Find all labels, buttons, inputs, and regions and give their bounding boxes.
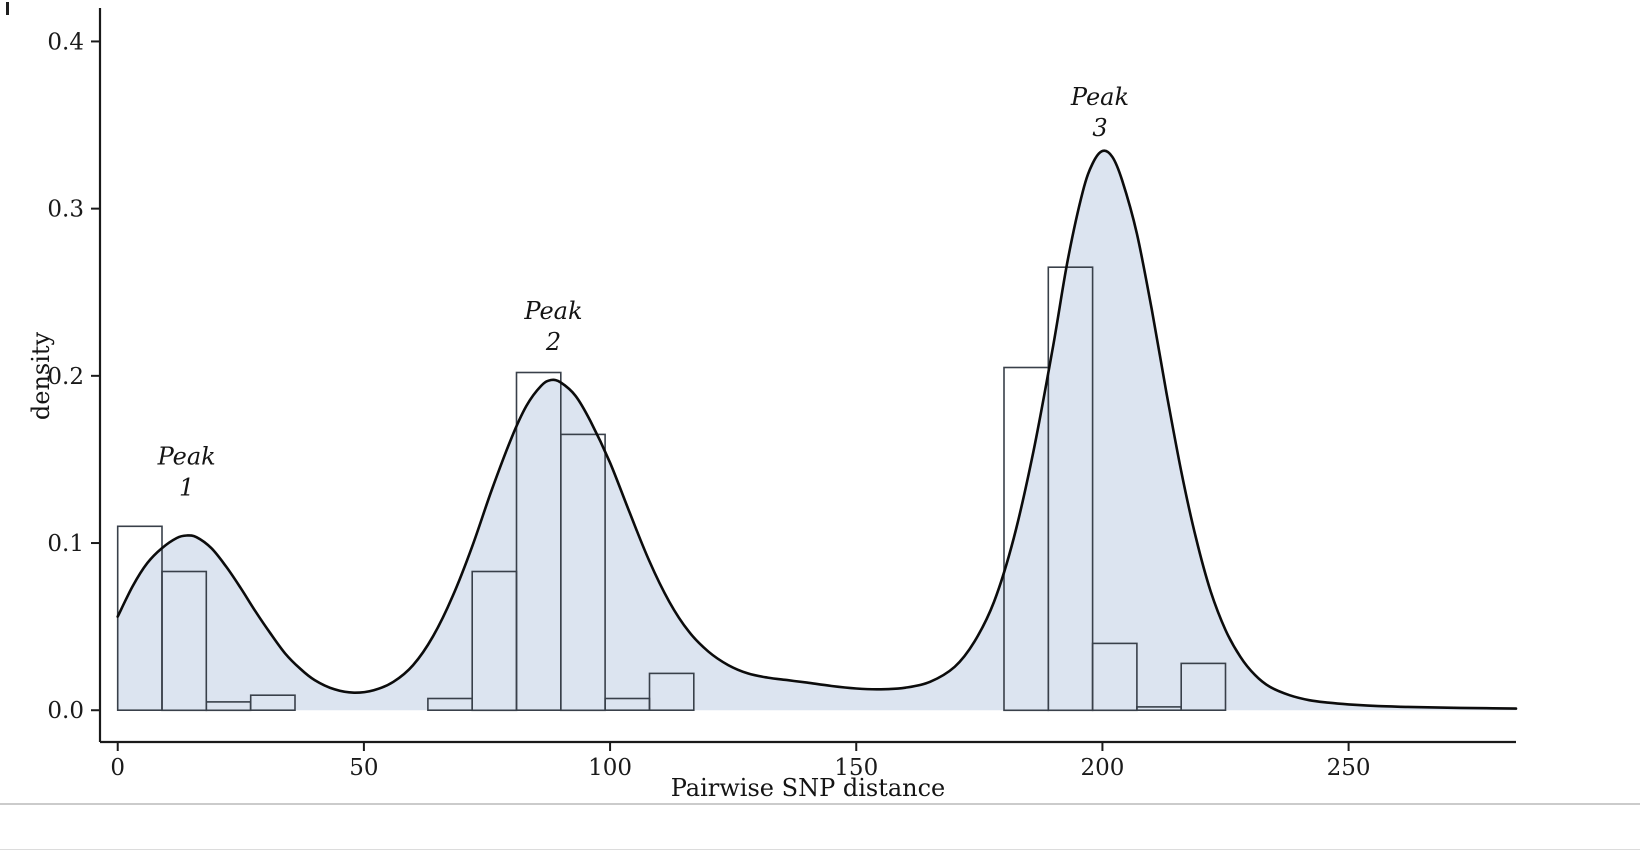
y-axis-title: density xyxy=(27,331,55,421)
histogram-bar xyxy=(161,570,208,712)
histogram-bar xyxy=(249,694,296,712)
peak-annotation: 3 xyxy=(1092,114,1107,142)
y-tick-label: 0.4 xyxy=(47,29,84,55)
histogram-bar xyxy=(559,433,606,712)
x-tick-label: 200 xyxy=(1080,755,1124,781)
corner-artifact-mark xyxy=(6,2,9,15)
peak-annotation: Peak xyxy=(1070,83,1129,111)
x-tick-label: 0 xyxy=(110,755,125,781)
x-tick-label: 50 xyxy=(349,755,378,781)
y-tick-label: 0.1 xyxy=(47,531,84,557)
peak-annotation: Peak xyxy=(523,297,582,325)
x-tick-label: 100 xyxy=(588,755,632,781)
peak-annotation: Peak xyxy=(157,442,216,470)
x-tick-label: 250 xyxy=(1327,755,1371,781)
x-tick-label: 150 xyxy=(834,755,878,781)
bottom-divider xyxy=(0,803,1640,805)
kde-curve xyxy=(116,149,1518,710)
peak-annotation: 2 xyxy=(545,328,561,356)
kde-area xyxy=(117,150,1517,711)
chart-svg: 0 50 100 150 200 250 0.0 0.1 0.2 0.3 0.4 Peak 1 Peak 2… xyxy=(47,8,1518,781)
y-tick-label: 0.3 xyxy=(47,197,84,223)
x-axis-title: Pairwise SNP distance xyxy=(670,774,946,802)
peak-annotation: 1 xyxy=(179,473,194,501)
histogram-bar xyxy=(648,672,695,712)
y-tick-label: 0.0 xyxy=(47,698,84,724)
histogram-bar xyxy=(1180,662,1227,712)
y-tick-label: 0.2 xyxy=(47,364,84,390)
histogram-bar xyxy=(1047,266,1094,712)
histogram-bar xyxy=(1091,642,1138,712)
